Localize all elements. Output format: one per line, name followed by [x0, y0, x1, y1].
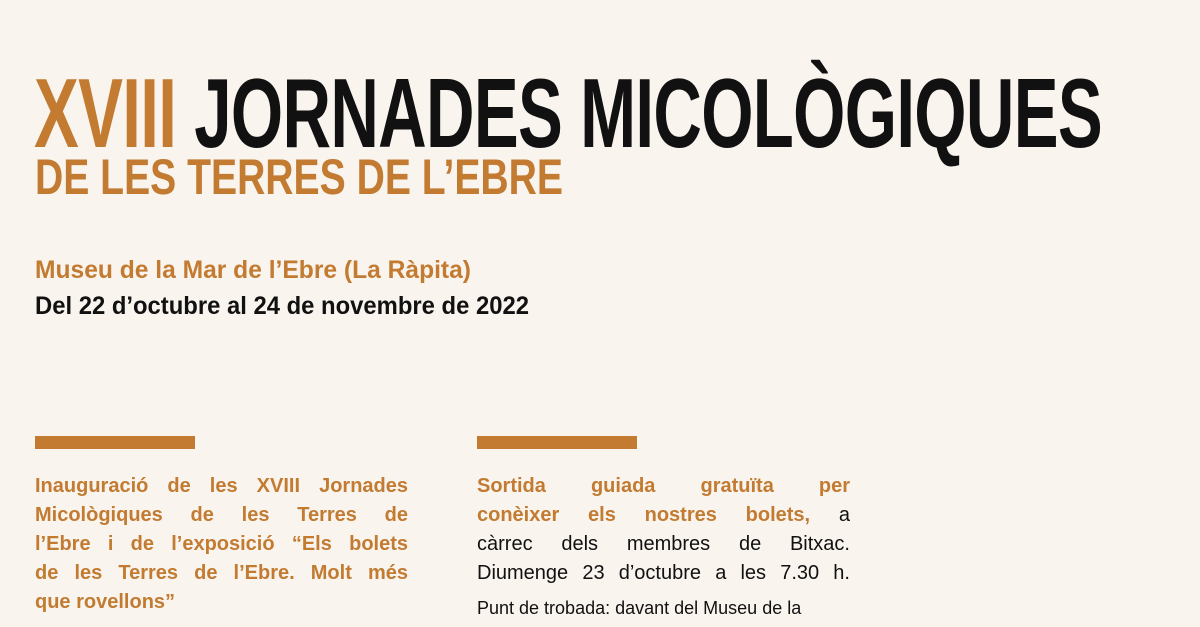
event-inauguration: Inauguració de les XVIII Jornades Micolò…	[35, 472, 408, 617]
venue: Museu de la Mar de l’Ebre (La Ràpita)	[35, 256, 478, 284]
main-title: XVIII JORNADES MICOLÒGIQUES	[34, 64, 1200, 162]
event-line: Micològiques de les Terres de	[35, 504, 408, 526]
dates-text: Del 22 d’octubre al 24 de novembre de 20…	[35, 292, 529, 320]
event-title-line: Sortida guiada gratuïta per	[477, 475, 850, 497]
dates: Del 22 d’octubre al 24 de novembre de 20…	[35, 292, 553, 320]
event-text: a	[838, 504, 850, 526]
divider-bar	[477, 436, 637, 449]
subtitle-text: DE LES TERRES DE L’EBRE	[35, 149, 563, 205]
event-line: Inauguració de les XVIII Jornades	[35, 475, 408, 497]
title-number: XVIII	[34, 58, 177, 168]
meeting-point: Punt de trobada: davant del Museu de la	[477, 598, 802, 618]
event-line: de les Terres de l’Ebre. Molt més	[35, 562, 408, 584]
venue-text: Museu de la Mar de l’Ebre (La Ràpita)	[35, 256, 471, 284]
event-title-line: conèixer els nostres bolets,	[477, 504, 811, 526]
event-line: que rovellons”	[35, 591, 176, 613]
event-line: càrrec dels membres de Bitxac.	[477, 533, 850, 555]
divider-bar	[35, 436, 195, 449]
event-guided-tour: Sortida guiada gratuïta per conèixer els…	[477, 472, 850, 623]
event-line: l’Ebre i de l’exposició “Els bolets	[35, 533, 408, 555]
event-line: Diumenge 23 d’octubre a les 7.30 h.	[477, 562, 850, 584]
title-main: JORNADES MICOLÒGIQUES	[194, 58, 1103, 168]
event-line: conèixer els nostres bolets, a	[477, 501, 850, 530]
subtitle: DE LES TERRES DE L’EBRE	[35, 152, 710, 202]
